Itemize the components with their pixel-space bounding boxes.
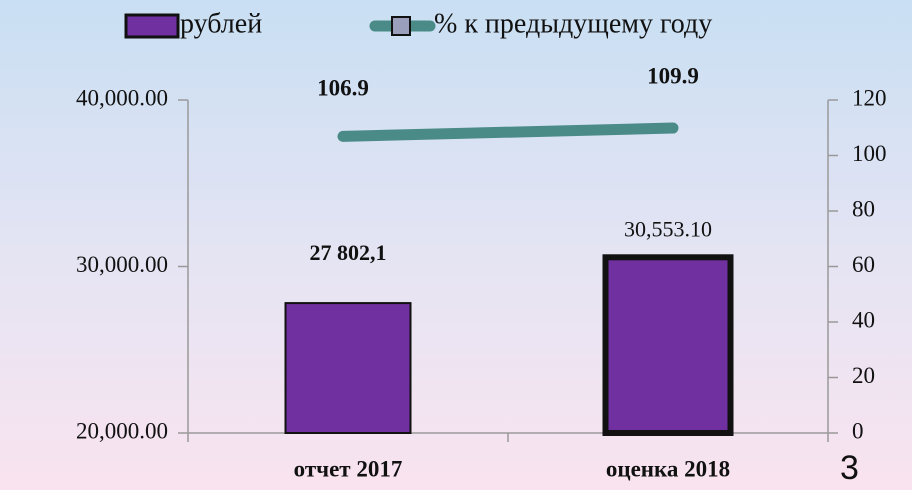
legend-marker <box>391 16 411 36</box>
y-tick-label: 40,000.00 <box>76 85 168 110</box>
line-value-label: 106.9 <box>317 76 369 101</box>
bar-value-label: 30,553.10 <box>624 216 712 241</box>
x-tick-label: отчет 2017 <box>294 456 403 481</box>
legend-swatch <box>124 13 180 39</box>
bar-value-label: 27 802,1 <box>310 240 387 265</box>
y2-tick-label: 120 <box>852 85 887 110</box>
y-tick-label: 20,000.00 <box>76 418 168 443</box>
line-value-label: 109.9 <box>647 63 699 88</box>
bar <box>602 254 734 437</box>
y2-tick-label: 40 <box>852 307 875 332</box>
x-tick-label: оценка 2018 <box>606 456 730 481</box>
y2-tick-label: 100 <box>852 141 887 166</box>
y2-tick-label: 80 <box>852 196 875 221</box>
slide-number: 3 <box>840 449 859 487</box>
y2-tick-label: 0 <box>852 418 864 443</box>
y-tick-label: 30,000.00 <box>76 252 168 277</box>
legend-label: % к предыдущему году <box>434 8 712 39</box>
y2-tick-label: 60 <box>852 252 875 277</box>
y2-tick-label: 20 <box>852 363 875 388</box>
bar <box>284 302 412 434</box>
line <box>337 122 679 142</box>
legend-label: рублей <box>180 8 262 39</box>
